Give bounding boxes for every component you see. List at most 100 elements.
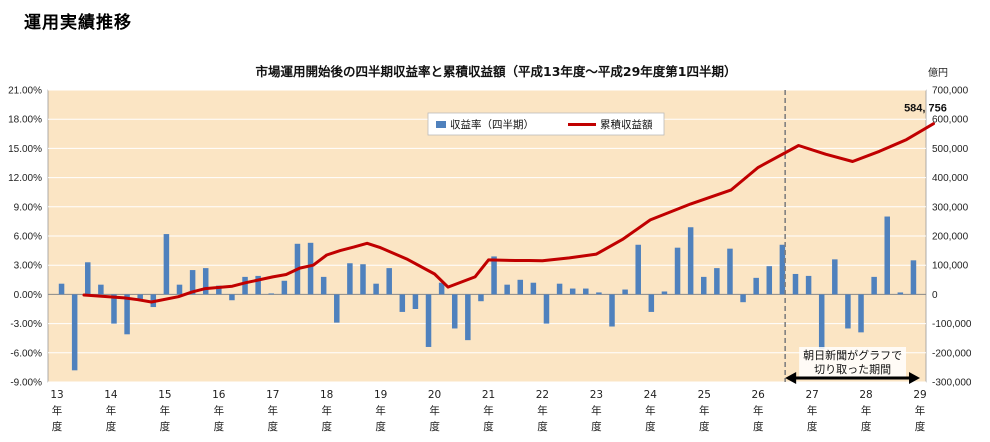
y-axis-right-tick-label: 400,000	[932, 173, 969, 184]
x-axis-year-label: 15	[158, 389, 171, 401]
x-axis-year-suffix-do: 度	[591, 420, 602, 433]
x-axis-year-label: 22	[536, 389, 549, 401]
quarterly-return-bar	[884, 216, 890, 295]
quarterly-return-bar	[910, 260, 917, 295]
y-axis-left-tick-label: 15.00%	[8, 144, 42, 155]
y-axis-right-tick-label: 700,000	[932, 86, 969, 97]
quarterly-return-bar	[465, 294, 471, 341]
y-axis-right-tick-label: -100,000	[932, 319, 972, 330]
quarterly-return-bar	[740, 294, 746, 303]
y-axis-left-tick-label: -3.00%	[10, 319, 42, 330]
x-axis-year-suffix-do: 度	[483, 420, 494, 433]
y-axis-left-tick-label: 12.00%	[8, 173, 42, 184]
x-axis-year-label: 17	[266, 389, 279, 401]
quarterly-return-bar	[648, 294, 655, 312]
quarterly-return-bar	[399, 294, 406, 312]
x-axis-year-suffix-nen: 年	[429, 404, 440, 417]
quarterly-return-bar	[845, 294, 851, 329]
quarterly-return-bar	[858, 294, 864, 333]
legend-bar-swatch	[436, 121, 446, 128]
quarterly-return-bar	[622, 289, 628, 295]
x-axis-year-suffix-do: 度	[52, 420, 63, 433]
x-axis-year-suffix-nen: 年	[160, 404, 171, 417]
x-axis-year-suffix-nen: 年	[106, 404, 117, 417]
quarterly-return-bar	[543, 294, 550, 324]
quarterly-return-bar	[687, 227, 694, 295]
quarterly-return-bar	[871, 276, 877, 295]
quarterly-return-bar	[373, 283, 379, 295]
quarterly-return-bar	[268, 293, 275, 295]
quarterly-return-bar	[727, 248, 733, 295]
x-axis-year-suffix-do: 度	[321, 420, 332, 433]
quarterly-return-bar	[451, 294, 458, 329]
x-axis-year-suffix-nen: 年	[52, 404, 63, 417]
x-axis-year-suffix-do: 度	[537, 420, 548, 433]
x-axis-year-suffix-nen: 年	[915, 404, 926, 417]
x-axis-year-suffix-do: 度	[861, 420, 872, 433]
quarterly-return-bar	[98, 284, 104, 295]
x-axis-year-suffix-do: 度	[699, 420, 710, 433]
annotation-arrow-head-right	[909, 372, 920, 384]
x-axis-year-suffix-nen: 年	[375, 404, 386, 417]
x-axis-year-suffix-do: 度	[268, 420, 279, 433]
quarterly-return-bar	[478, 294, 484, 302]
x-axis-year-suffix-nen: 年	[861, 404, 872, 417]
x-axis-year-label: 13	[50, 389, 63, 401]
x-axis-year-suffix-do: 度	[375, 420, 386, 433]
quarterly-return-bar	[661, 291, 668, 295]
y-axis-left-tick-label: -6.00%	[10, 348, 42, 359]
y-axis-left-tick-label: 3.00%	[14, 261, 42, 272]
y-axis-right-tick-label: 600,000	[932, 115, 969, 126]
quarterly-return-bar	[504, 284, 510, 295]
quarterly-return-bar	[517, 279, 524, 295]
annotation-arrow-head-left	[785, 372, 797, 384]
annotation-backdrop	[799, 347, 906, 377]
y-axis-left-tick-label: 18.00%	[8, 115, 42, 126]
quarterly-return-bar	[779, 244, 786, 295]
quarterly-return-bar	[111, 294, 117, 324]
quarterly-return-bar	[176, 284, 183, 295]
quarterly-return-bar	[71, 294, 78, 371]
quarterly-return-bar	[897, 292, 904, 295]
legend-label-cumulative: 累積収益額	[600, 118, 653, 131]
chart-title: 市場運用開始後の四半期収益率と累積収益額（平成13年度～平成29年度第1四半期）	[256, 64, 737, 79]
quarterly-return-bar	[412, 294, 419, 309]
quarterly-return-bar	[425, 294, 432, 347]
x-axis-year-suffix-do: 度	[214, 420, 225, 433]
y-axis-right-tick-label: 500,000	[932, 144, 969, 155]
annotation-text-line1: 朝日新聞がグラフで	[803, 348, 902, 362]
x-axis-year-label: 21	[482, 389, 495, 401]
x-axis-year-label: 19	[374, 389, 387, 401]
quarterly-return-bar	[596, 292, 602, 295]
x-axis-year-suffix-nen: 年	[699, 404, 710, 417]
data-label-final-cumulative: 584, 756	[904, 103, 947, 115]
page-title: 運用実績推移	[24, 13, 132, 33]
y-axis-right-tick-label: -300,000	[932, 378, 972, 389]
x-axis-year-suffix-do: 度	[915, 420, 926, 433]
quarterly-return-bar	[635, 244, 641, 295]
quarterly-return-bar	[569, 288, 576, 295]
x-axis-year-suffix-do: 度	[429, 420, 440, 433]
quarterly-return-bar	[360, 264, 366, 295]
x-axis-year-suffix-nen: 年	[753, 404, 764, 417]
x-axis-year-suffix-nen: 年	[807, 404, 818, 417]
x-axis-year-label: 16	[212, 389, 226, 401]
quarterly-return-bar	[334, 294, 340, 323]
quarterly-return-bar	[556, 283, 563, 295]
quarterly-return-bar	[714, 268, 720, 295]
annotation-text-line2: 切り取った期間	[814, 363, 891, 376]
cumulative-return-line	[82, 122, 935, 304]
x-axis-year-suffix-nen: 年	[645, 404, 656, 417]
x-axis-year-label: 28	[859, 389, 872, 401]
quarterly-return-bar	[163, 234, 170, 295]
x-axis-year-suffix-do: 度	[753, 420, 764, 433]
y-axis-left-tick-label: 9.00%	[14, 202, 42, 213]
x-axis-year-suffix-nen: 年	[268, 404, 279, 417]
quarterly-return-bar	[255, 275, 261, 295]
quarterly-return-bar	[216, 285, 222, 295]
y-axis-right-tick-label: 100,000	[932, 261, 969, 272]
x-axis-year-suffix-nen: 年	[537, 404, 548, 417]
quarterly-return-bar	[189, 270, 196, 295]
x-axis-year-suffix-nen: 年	[591, 404, 602, 417]
